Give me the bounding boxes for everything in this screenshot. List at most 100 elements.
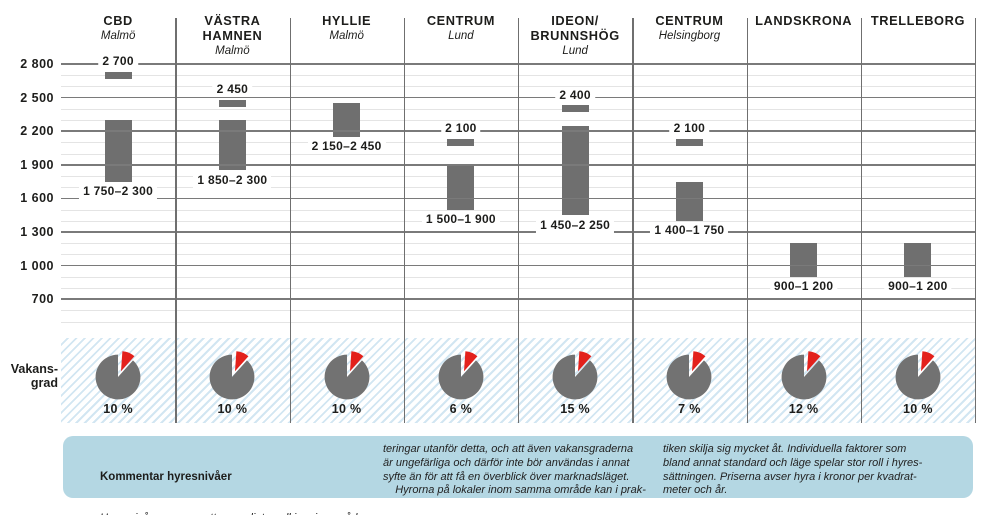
pie-vacancy-slice — [235, 351, 249, 372]
vacancy-percent-label: 10 % — [103, 402, 133, 416]
y-axis-tick-label: 2 200 — [20, 124, 54, 139]
rent-range-label: 900–1 200 — [884, 279, 952, 295]
column-subtitle: Malmö — [100, 30, 136, 42]
pie-occupied-slice — [895, 354, 941, 400]
pie-vacancy-slice — [806, 351, 821, 372]
column-title: HYLLIE — [322, 13, 372, 28]
column-title: CBD — [103, 13, 133, 28]
top-rent-label: 2 400 — [555, 87, 595, 103]
column-subtitle: Malmö — [215, 45, 250, 57]
comment-column-2: teringar utanför detta, och att även vak… — [383, 443, 646, 497]
pie-vacancy-slice — [349, 351, 364, 372]
comment-text-1: Hyresnivåerna avser ett normalintervall … — [100, 512, 364, 515]
rent-range-label: 2 150–2 450 — [307, 139, 386, 155]
pie-occupied-slice — [209, 354, 255, 400]
rent-range-bar — [218, 120, 246, 171]
y-axis-tick-label: 1 900 — [20, 157, 54, 172]
top-rent-marker — [675, 138, 703, 146]
vacancy-pie-chart-icon — [324, 351, 369, 400]
vacancy-percent-label: 6 % — [449, 402, 473, 416]
vacancy-percent-label: 7 % — [678, 402, 701, 416]
comment-column-1: Kommentar hyresnivåer Hyresnivåerna avse… — [100, 443, 364, 515]
comment-box: Kommentar hyresnivåer Hyresnivåerna avse… — [63, 436, 973, 515]
vacancy-pie-chart-icon — [895, 351, 941, 400]
column-divider — [289, 18, 291, 423]
y-axis-tick-label: 700 — [31, 292, 54, 307]
vacancy-pie-chart-icon — [666, 351, 712, 400]
column-header: CENTRUM Helsingborg — [632, 13, 746, 43]
vacancy-pie-chart-icon — [781, 351, 826, 400]
vacancy-pie-chart-icon — [438, 351, 484, 400]
pie-occupied-slice — [324, 354, 369, 400]
pie-occupied-slice — [95, 354, 141, 400]
pie-occupied-slice — [438, 354, 484, 400]
vacancy-pie-chart-icon — [552, 351, 598, 400]
column-divider — [632, 18, 634, 423]
top-rent-label: 2 450 — [212, 82, 253, 98]
pie-vacancy-slice — [920, 351, 935, 372]
comment-heading: Kommentar hyresnivåer — [100, 470, 232, 483]
pie-occupied-slice — [666, 354, 712, 400]
pie-vacancy-slice — [578, 351, 592, 372]
column-divider — [975, 18, 977, 423]
y-axis-tick-label: 1 000 — [20, 258, 54, 273]
column-header: HYLLIE Malmö — [290, 13, 404, 43]
rent-range-label: 1 500–1 900 — [421, 212, 500, 228]
column-title: CENTRUM — [655, 13, 724, 28]
column-header: LANDSKRONA — [747, 13, 861, 28]
column-subtitle: Lund — [448, 30, 474, 42]
column-header: VÄSTRA HAMNEN Malmö — [175, 13, 289, 58]
vacancy-row-label: Vakans- grad — [10, 362, 58, 390]
rent-range-label: 1 400–1 750 — [650, 223, 729, 239]
column-title: VÄSTRA HAMNEN — [202, 13, 263, 43]
top-rent-marker — [561, 105, 589, 113]
y-axis-tick-label: 2 500 — [20, 90, 54, 105]
comment-column-3: tiken skilja sig mycket åt. Individuella… — [663, 443, 923, 497]
vacancy-percent-label: 10 % — [903, 402, 933, 416]
rent-range-label: 1 450–2 250 — [536, 217, 615, 233]
column-subtitle: Helsingborg — [658, 30, 721, 42]
rent-range-bar — [790, 243, 818, 277]
column-divider — [518, 18, 520, 423]
y-axis-tick-label: 2 800 — [20, 57, 54, 71]
pie-vacancy-slice — [463, 351, 478, 372]
vacancy-percent-label: 10 % — [331, 402, 362, 416]
rent-range-bar — [904, 243, 932, 277]
y-axis-tick-label: 1 600 — [20, 191, 54, 206]
rent-range-label: 900–1 200 — [769, 279, 838, 295]
column-title: IDEON/ — [551, 13, 599, 28]
rent-range-bar — [447, 164, 475, 210]
y-axis-tick-label: 1 300 — [20, 225, 54, 239]
rent-range-label: 1 850–2 300 — [193, 172, 272, 188]
pie-vacancy-slice — [121, 351, 135, 372]
rent-range-label: 1 750–2 300 — [79, 184, 158, 200]
column-header: TRELLEBORG — [861, 13, 975, 28]
column-title: LANDSKRONA — [755, 13, 853, 28]
pie-occupied-slice — [552, 354, 598, 400]
top-rent-label: 2 700 — [98, 54, 138, 70]
column-subtitle: Malmö — [329, 30, 364, 42]
rent-range-bar — [561, 125, 589, 216]
column-header: CBD Malmö — [61, 13, 175, 43]
column-header: IDEON/BRUNNSHÖG Lund — [518, 13, 632, 58]
pie-occupied-slice — [781, 354, 826, 400]
rent-range-bar — [675, 181, 703, 221]
top-rent-marker — [104, 71, 132, 79]
column-divider — [175, 18, 177, 423]
top-rent-label: 2 100 — [441, 121, 481, 137]
vacancy-percent-label: 15 % — [560, 402, 590, 416]
pie-vacancy-slice — [692, 351, 706, 372]
vacancy-percent-label: 10 % — [217, 402, 248, 416]
top-rent-label: 2 100 — [669, 121, 710, 137]
column-title: CENTRUM — [426, 13, 496, 28]
column-divider — [403, 18, 406, 423]
column-title: BRUNNSHÖG — [530, 28, 620, 43]
top-rent-marker — [447, 138, 475, 146]
rent-range-bar — [104, 120, 132, 182]
column-divider — [746, 18, 748, 423]
column-divider — [860, 18, 863, 423]
vacancy-pie-chart-icon — [95, 351, 141, 400]
vacancy-pie-chart-icon — [209, 351, 255, 400]
